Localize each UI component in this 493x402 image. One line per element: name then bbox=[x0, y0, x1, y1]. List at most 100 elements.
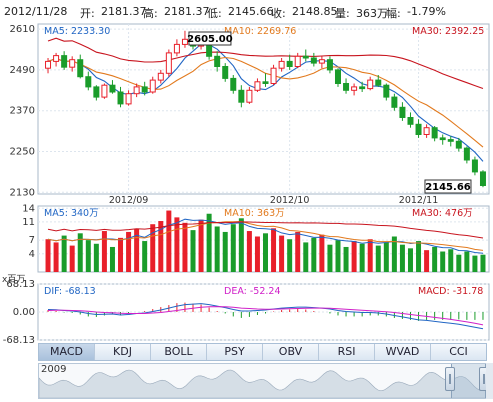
volume-bar bbox=[214, 226, 220, 272]
price-tick-label: 2250 bbox=[10, 147, 35, 158]
volume-legend-item: MA30: 476万 bbox=[412, 208, 473, 219]
candle-body bbox=[53, 55, 60, 62]
candle-body bbox=[447, 139, 454, 142]
candle-body bbox=[455, 140, 462, 149]
volume-bar bbox=[287, 239, 293, 272]
volume-bar bbox=[407, 248, 413, 272]
volume-bar bbox=[375, 245, 381, 272]
open-label: 开: bbox=[80, 7, 95, 20]
quote-date: 2012/11/28 bbox=[4, 5, 68, 18]
macd-tick-label: 68.13 bbox=[6, 279, 35, 290]
volume-bar bbox=[238, 218, 244, 272]
high-label: 高: bbox=[143, 7, 158, 20]
quote-header: 2012/11/28 开: 2181.37 高: 2181.37 低: 2145… bbox=[0, 0, 493, 24]
volume-bar bbox=[61, 235, 67, 272]
open-value: 2181.37 bbox=[101, 5, 147, 18]
close-label: 收: bbox=[271, 7, 286, 20]
candle-body bbox=[479, 171, 486, 186]
volume-bar bbox=[295, 231, 301, 272]
dea-line bbox=[47, 306, 484, 326]
candle-body bbox=[326, 59, 333, 71]
tab-kdj[interactable]: KDJ bbox=[95, 344, 151, 360]
dif-line bbox=[47, 303, 484, 330]
candle-body bbox=[69, 59, 76, 68]
macd-tick-label: -68.13 bbox=[3, 335, 35, 344]
volume-ma-line bbox=[47, 221, 484, 239]
candle-body bbox=[181, 38, 188, 45]
volume-bar bbox=[174, 217, 180, 272]
volume-tick-label: 14 bbox=[22, 203, 35, 214]
volume-bar bbox=[254, 236, 260, 272]
candle-body bbox=[270, 67, 277, 85]
price-tick-label: 2610 bbox=[10, 24, 35, 35]
candle-body bbox=[222, 66, 229, 79]
tab-wvad[interactable]: WVAD bbox=[375, 344, 431, 360]
tab-macd[interactable]: MACD bbox=[39, 344, 95, 360]
candle-body bbox=[286, 60, 293, 68]
volume-bar bbox=[432, 246, 438, 272]
volume-bar bbox=[77, 233, 83, 272]
volume-bar bbox=[472, 255, 478, 272]
navigator-sparkline bbox=[39, 369, 486, 398]
tab-rsi[interactable]: RSI bbox=[319, 344, 375, 360]
price-legend-item: MA30: 2392.25 bbox=[412, 26, 484, 37]
volume-bar bbox=[69, 245, 75, 272]
volume-bar bbox=[206, 213, 212, 272]
volume-bar bbox=[230, 224, 236, 272]
low-annotation-box bbox=[424, 179, 472, 194]
candle-body bbox=[302, 55, 309, 59]
navigator-left-handle[interactable] bbox=[445, 367, 455, 391]
candle-body bbox=[141, 86, 148, 93]
navigator-scrollbar[interactable] bbox=[486, 363, 493, 399]
candle-body bbox=[262, 81, 269, 84]
high-annotation: 2605.00 bbox=[187, 34, 233, 45]
tab-boll[interactable]: BOLL bbox=[151, 344, 207, 360]
candle-body bbox=[246, 89, 253, 103]
volume-legend-item: MA5: 340万 bbox=[44, 208, 99, 219]
macd-legend-item: MACD: -31.78 bbox=[418, 286, 483, 297]
candle-body bbox=[415, 123, 422, 136]
volume-bar bbox=[359, 243, 365, 272]
stock-chart[interactable]: 2610 2490 2370 2250 2130 2012/09 2012/10 2012/1… bbox=[0, 22, 493, 344]
candle-body bbox=[93, 86, 100, 98]
volume-bar bbox=[335, 240, 341, 272]
volume-bar bbox=[246, 231, 252, 272]
candle-body bbox=[254, 81, 261, 91]
high-annotation-box bbox=[188, 31, 232, 46]
candle-body bbox=[318, 59, 325, 64]
candle-body bbox=[173, 43, 180, 54]
macd-tick-label: 0.00 bbox=[13, 307, 35, 318]
price-legend-item: MA5: 2233.30 bbox=[44, 26, 110, 37]
volume-bar bbox=[45, 239, 51, 272]
price-tick-label: 2490 bbox=[10, 65, 35, 76]
volume-bar bbox=[190, 230, 196, 272]
time-navigator[interactable] bbox=[38, 363, 487, 399]
volume-bar bbox=[367, 239, 373, 272]
candle-body bbox=[149, 79, 156, 93]
candle-body bbox=[133, 86, 140, 95]
volume-bar bbox=[222, 231, 228, 272]
candle-body bbox=[391, 96, 398, 108]
ma30-line bbox=[47, 37, 484, 90]
volume-bar bbox=[351, 241, 357, 272]
candle-body bbox=[310, 57, 317, 64]
low-value: 2145.66 bbox=[228, 5, 274, 18]
price-legend-item: MA10: 2269.76 bbox=[224, 26, 296, 37]
change-label: 幅: bbox=[386, 7, 401, 20]
candle-body bbox=[109, 84, 116, 93]
candle-body bbox=[334, 69, 341, 85]
candle-body bbox=[85, 76, 92, 88]
tab-obv[interactable]: OBV bbox=[263, 344, 319, 360]
tab-cci[interactable]: CCI bbox=[449, 345, 468, 358]
date-tick-label: 2012/10 bbox=[270, 195, 309, 206]
volume-bar bbox=[150, 224, 156, 272]
volume-bar bbox=[53, 242, 59, 272]
indicator-tabs: MACD KDJ BOLL PSY OBV RSI WVAD CCI bbox=[38, 343, 487, 361]
tab-psy[interactable]: PSY bbox=[207, 344, 263, 360]
volume-bar bbox=[279, 235, 285, 272]
volume-label: 量: bbox=[335, 7, 350, 20]
candle-body bbox=[407, 117, 414, 125]
volume-bar bbox=[198, 219, 204, 272]
candle-body bbox=[214, 55, 221, 67]
candle-body bbox=[230, 77, 237, 91]
